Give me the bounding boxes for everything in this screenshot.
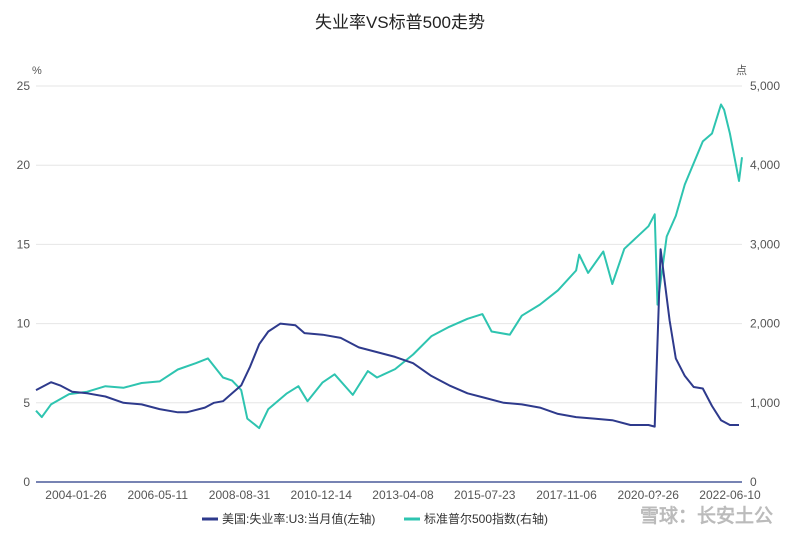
x-tick-label: 2004-01-26 xyxy=(45,488,107,502)
series-layer xyxy=(35,103,743,430)
right-tick-label: 0 xyxy=(750,475,757,489)
x-tick-label: 2008-08-31 xyxy=(209,488,271,502)
legend-label-sp500: 标准普尔500指数(右轴) xyxy=(424,511,548,526)
left-tick-label: 20 xyxy=(17,158,31,172)
watermark-text: 雪球：长安土公 xyxy=(640,504,773,527)
legend: 美国:失业率:U3:当月值(左轴) 标准普尔500指数(右轴) xyxy=(202,511,548,526)
left-tick-label: 15 xyxy=(17,237,31,251)
right-axis-unit: 点 xyxy=(736,64,747,77)
left-axis-ticks: 0 5 10 15 20 25 xyxy=(17,79,31,489)
right-tick-label: 3,000 xyxy=(750,237,780,251)
left-tick-label: 10 xyxy=(17,317,31,331)
chart-title: 失业率VS标普500走势 xyxy=(315,13,485,32)
left-axis-unit: % xyxy=(32,65,42,77)
series-line-1 xyxy=(35,103,743,430)
legend-label-unemployment: 美国:失业率:U3:当月值(左轴) xyxy=(222,511,375,526)
right-tick-label: 1,000 xyxy=(750,396,780,410)
x-tick-label: 2015-07-23 xyxy=(454,488,516,502)
left-tick-label: 5 xyxy=(23,396,30,410)
x-tick-label: 2020-0?-26 xyxy=(618,488,680,502)
series-line-0 xyxy=(35,248,739,428)
right-tick-label: 4,000 xyxy=(750,158,780,172)
left-tick-label: 25 xyxy=(17,79,31,93)
left-tick-label: 0 xyxy=(23,475,30,489)
right-tick-label: 5,000 xyxy=(750,79,780,93)
x-tick-label: 2006-05-11 xyxy=(128,488,189,502)
grid-lines xyxy=(36,85,742,404)
right-tick-label: 2,000 xyxy=(750,317,780,331)
x-tick-label: 2017-11-06 xyxy=(536,488,597,502)
x-axis-ticks: 2004-01-26 2006-05-11 2008-08-31 2010-12-14… xyxy=(45,488,761,502)
x-tick-label: 2010-12-14 xyxy=(291,488,353,502)
right-axis-ticks: 0 1,000 2,000 3,000 4,000 5,000 xyxy=(750,79,780,489)
x-tick-label: 2013-04-08 xyxy=(372,488,434,502)
x-tick-label: 2022-06-10 xyxy=(699,488,761,502)
